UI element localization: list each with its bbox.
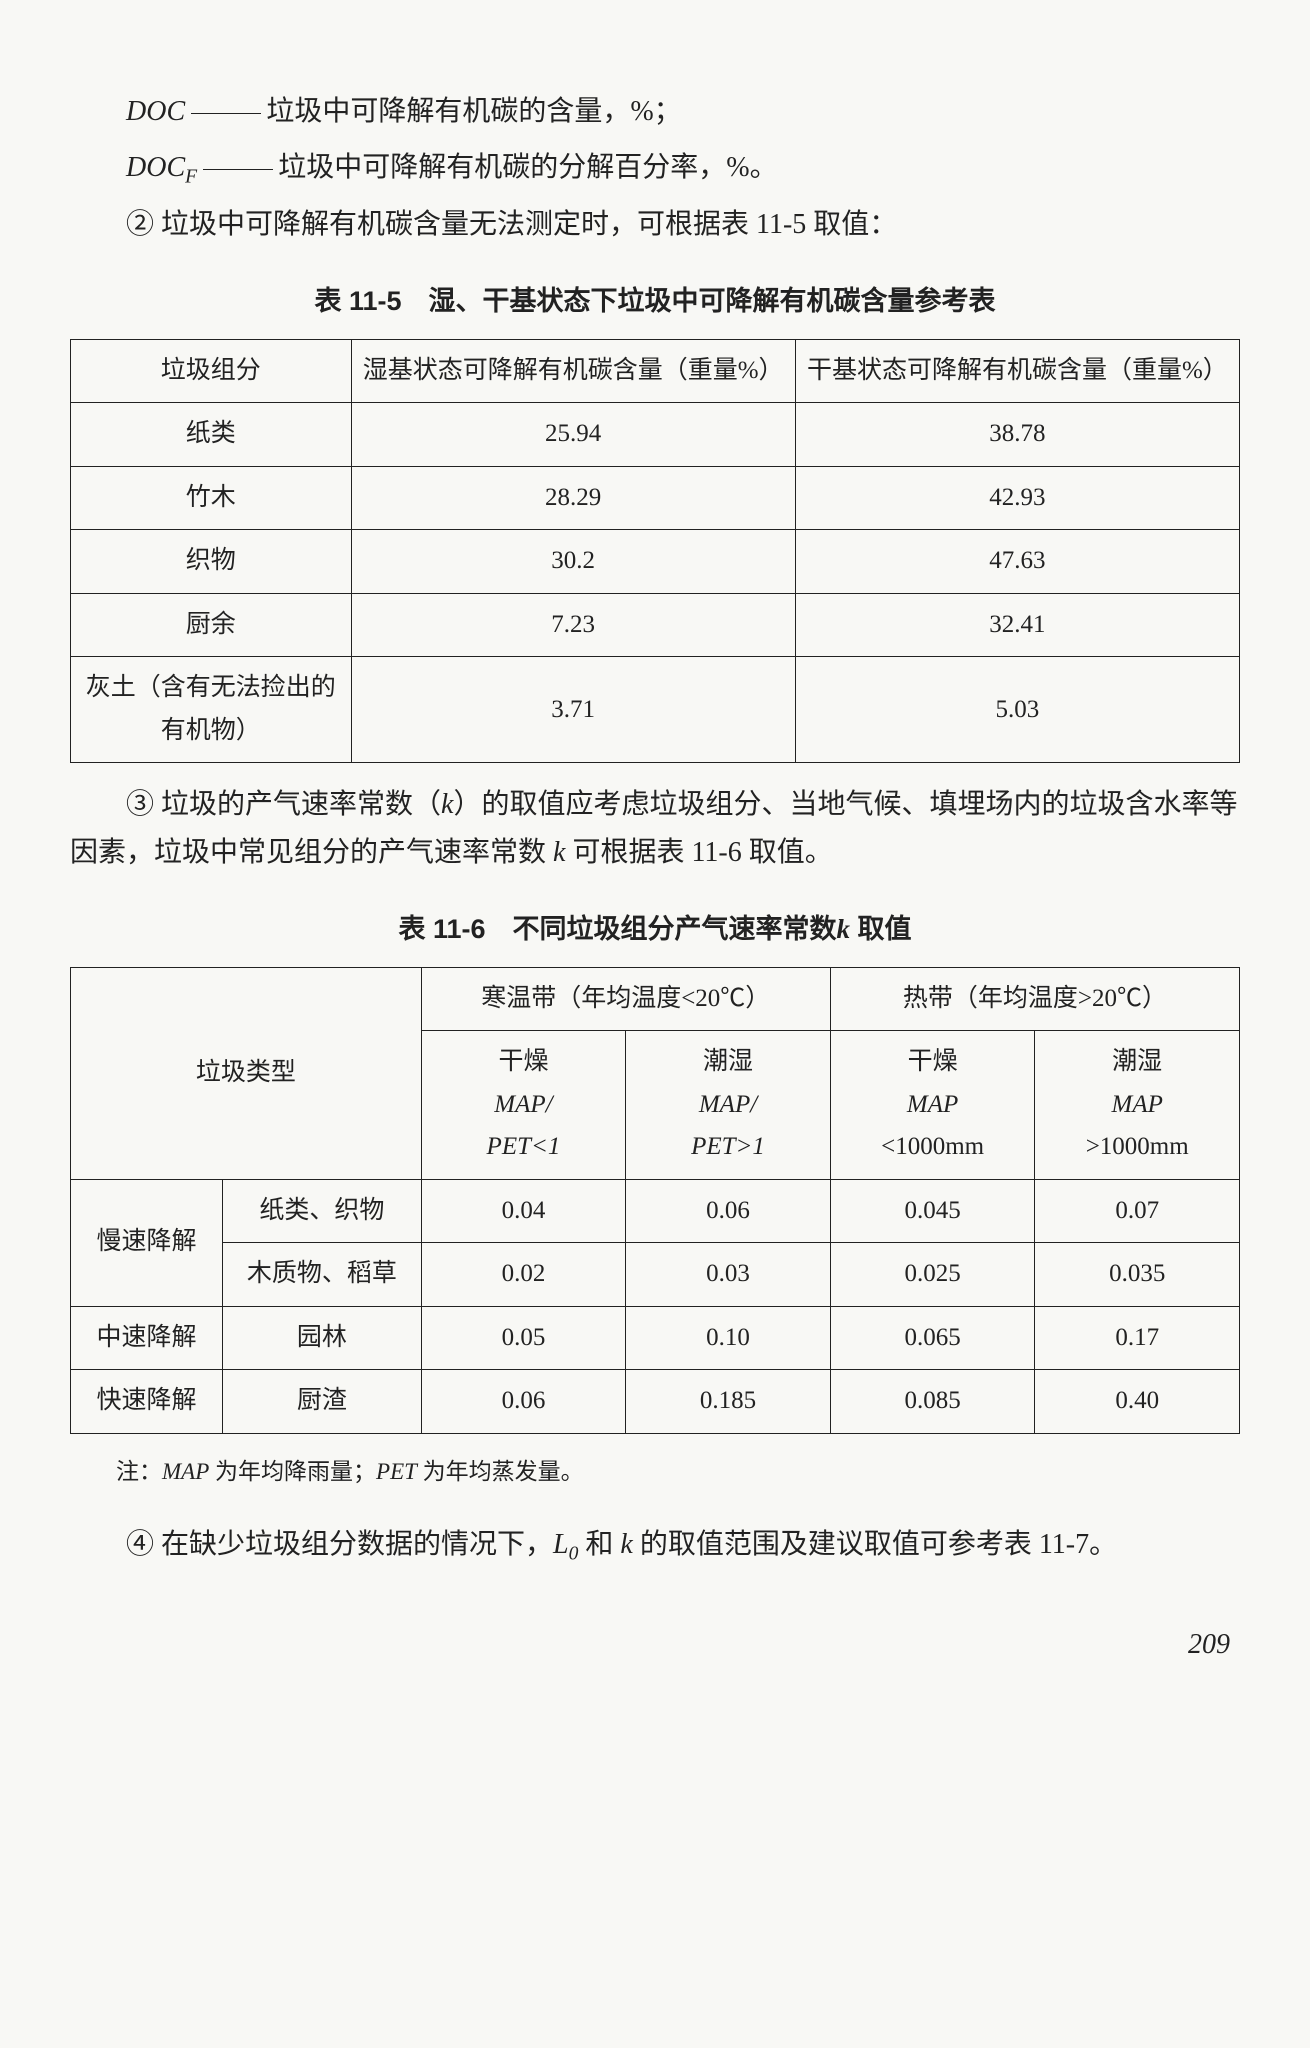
doc-symbol: DOC xyxy=(126,96,185,127)
table-row: 竹木28.2942.93 xyxy=(71,466,1240,530)
col-header: 潮湿 MAP >1000mm xyxy=(1035,1031,1240,1180)
table-1: 垃圾组分 湿基状态可降解有机碳含量（重量%） 干基状态可降解有机碳含量（重量%）… xyxy=(70,339,1240,764)
docf-desc: 垃圾中可降解有机碳的分解百分率，%。 xyxy=(278,152,777,183)
table-row: 中速降解 园林 0.05 0.10 0.065 0.17 xyxy=(71,1306,1240,1370)
col-header: 寒温带（年均温度<20℃） xyxy=(421,967,830,1031)
definition-docf: DOCF 垃圾中可降解有机碳的分解百分率，%。 xyxy=(70,144,1240,194)
definition-doc: DOC 垃圾中可降解有机碳的含量，%； xyxy=(70,88,1240,136)
table-row: 木质物、稻草 0.02 0.03 0.025 0.035 xyxy=(71,1243,1240,1307)
col-header: 潮湿 MAP/ PET>1 xyxy=(626,1031,831,1180)
docf-symbol: DOCF xyxy=(126,152,197,183)
table-2: 垃圾类型 寒温带（年均温度<20℃） 热带（年均温度>20℃） 干燥 MAP/ … xyxy=(70,967,1240,1434)
col-header: 垃圾组分 xyxy=(71,339,352,403)
table-row: 垃圾类型 寒温带（年均温度<20℃） 热带（年均温度>20℃） xyxy=(71,967,1240,1031)
table-row: 纸类25.9438.78 xyxy=(71,403,1240,467)
paragraph-4: ④ 在缺少垃圾组分数据的情况下，L0 和 k 的取值范围及建议取值可参考表 11… xyxy=(70,1521,1240,1571)
col-header: 干燥 MAP/ PET<1 xyxy=(421,1031,626,1180)
col-header: 干燥 MAP <1000mm xyxy=(830,1031,1035,1180)
paragraph-3: ③ 垃圾的产气速率常数（k）的取值应考虑垃圾组分、当地气候、填埋场内的垃圾含水率… xyxy=(70,781,1240,876)
row-group: 中速降解 xyxy=(71,1306,223,1370)
table-row: 灰土（含有无法捡出的有机物）3.715.03 xyxy=(71,657,1240,763)
doc-desc: 垃圾中可降解有机碳的含量，%； xyxy=(266,96,681,127)
col-header: 热带（年均温度>20℃） xyxy=(830,967,1239,1031)
table-2-note: 注：MAP 为年均降雨量；PET 为年均蒸发量。 xyxy=(70,1452,1240,1491)
paragraph-2: ② 垃圾中可降解有机碳含量无法测定时，可根据表 11-5 取值： xyxy=(70,201,1240,249)
dash-icon xyxy=(191,113,261,114)
col-header: 干基状态可降解有机碳含量（重量%） xyxy=(795,339,1239,403)
table-2-title: 表 11-6 不同垃圾组分产气速率常数k 取值 xyxy=(70,907,1240,953)
dash-icon xyxy=(203,169,273,170)
col-header: 垃圾类型 xyxy=(71,967,422,1179)
col-header: 湿基状态可降解有机碳含量（重量%） xyxy=(351,339,795,403)
table-1-title: 表 11-5 湿、干基状态下垃圾中可降解有机碳含量参考表 xyxy=(70,279,1240,325)
page-number: 209 xyxy=(70,1621,1240,1669)
row-group: 慢速降解 xyxy=(71,1179,223,1306)
table-row: 织物30.247.63 xyxy=(71,530,1240,594)
table-row: 垃圾组分 湿基状态可降解有机碳含量（重量%） 干基状态可降解有机碳含量（重量%） xyxy=(71,339,1240,403)
table-row: 厨余7.2332.41 xyxy=(71,593,1240,657)
table-row: 快速降解 厨渣 0.06 0.185 0.085 0.40 xyxy=(71,1370,1240,1434)
row-group: 快速降解 xyxy=(71,1370,223,1434)
table-row: 慢速降解 纸类、织物 0.04 0.06 0.045 0.07 xyxy=(71,1179,1240,1243)
